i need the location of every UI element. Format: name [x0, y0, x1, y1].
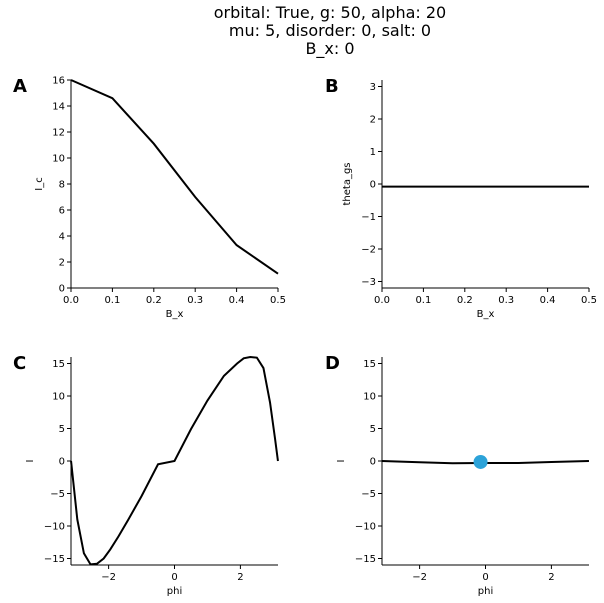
x-tick-label: 0.0: [374, 295, 390, 306]
y-tick-label: 8: [59, 180, 65, 191]
y-tick-label: −15: [355, 554, 376, 565]
panel-b-letter: B: [325, 76, 339, 97]
x-tick-label: 0.5: [270, 295, 286, 306]
x-axis-label: phi: [478, 586, 493, 597]
y-axis-label: I: [336, 460, 347, 463]
x-tick-label: 2: [237, 572, 243, 583]
y-tick-label: 3: [370, 82, 376, 93]
y-tick-label: 4: [59, 232, 65, 243]
y-tick-label: 2: [370, 115, 376, 126]
y-tick-label: −2: [361, 245, 376, 256]
x-tick-label: 0.4: [540, 295, 556, 306]
panel-c-letter: C: [13, 353, 26, 374]
figure-title-line-1: orbital: True, g: 50, alpha: 20: [214, 3, 446, 22]
y-tick-label: 14: [52, 102, 65, 113]
panel-a: A 0.0 0.1 0.2 0.3 0.4 0.5 0 2 4 6 8 10 12 14 16 B_x I_c: [13, 76, 286, 321]
series-line: [70, 355, 279, 566]
panel-a-plot: 0.0 0.1 0.2 0.3 0.4 0.5 0 2 4 6 8 10 12 14 16 B_x I_c: [34, 76, 286, 321]
y-tick-label: 0: [370, 180, 376, 191]
x-tick-label: 0.3: [187, 295, 203, 306]
y-tick-label: −1: [361, 212, 376, 223]
y-tick-label: −5: [361, 489, 376, 500]
panel-a-letter: A: [13, 76, 27, 97]
y-tick-label: 16: [52, 76, 65, 87]
x-axis-label: phi: [167, 586, 182, 597]
y-tick-label: 10: [52, 154, 65, 165]
x-tick-label: 0.5: [581, 295, 597, 306]
data-point-marker: [473, 454, 488, 469]
y-tick-label: −5: [50, 489, 65, 500]
y-tick-label: 0: [59, 457, 65, 468]
panel-c-plot: −2 0 2 −15 −10 −5 0 5 10 15 phi I: [25, 355, 279, 597]
x-tick-label: 0.3: [498, 295, 514, 306]
y-tick-label: 15: [363, 359, 376, 370]
x-tick-label: −2: [412, 572, 427, 583]
y-tick-label: 10: [52, 392, 65, 403]
panel-b: B 0.0 0.1 0.2 0.3 0.4 0.5 −3 −2 −1 0 1 2 3 B_x theta_g…: [325, 76, 597, 320]
x-axis-label: B_x: [166, 309, 184, 320]
y-axis-label: theta_gs: [342, 162, 353, 205]
x-tick-label: 0: [482, 572, 488, 583]
y-tick-label: 1: [370, 147, 376, 158]
x-tick-label: 0: [171, 572, 177, 583]
panel-b-plot: 0.0 0.1 0.2 0.3 0.4 0.5 −3 −2 −1 0 1 2 3 B_x theta_gs: [342, 80, 597, 320]
y-tick-label: 12: [52, 128, 65, 139]
x-tick-label: 0.1: [415, 295, 431, 306]
x-tick-label: 2: [548, 572, 554, 583]
y-tick-label: 2: [59, 258, 65, 269]
figure-title-line-3: B_x: 0: [305, 39, 354, 59]
figure-title: orbital: True, g: 50, alpha: 20 mu: 5, d…: [214, 3, 446, 59]
x-tick-label: 0.0: [63, 295, 79, 306]
panel-d-letter: D: [325, 353, 340, 374]
y-tick-label: 5: [59, 424, 65, 435]
y-tick-label: 6: [59, 206, 65, 217]
y-axis-label: I: [25, 460, 36, 463]
x-tick-label: 0.1: [104, 295, 120, 306]
y-tick-label: 0: [59, 284, 65, 295]
panel-d-plot: −2 0 2 −15 −10 −5 0 5 10 15 phi I: [336, 357, 589, 597]
panel-c: C −2 0 2 −15 −10 −5 0 5 10 15 phi I: [13, 353, 279, 597]
x-tick-label: 0.2: [146, 295, 162, 306]
y-tick-label: −3: [361, 277, 376, 288]
x-tick-label: 0.2: [457, 295, 473, 306]
x-tick-label: 0.4: [229, 295, 245, 306]
x-axis-label: B_x: [477, 309, 495, 320]
figure-title-line-2: mu: 5, disorder: 0, salt: 0: [229, 21, 431, 40]
y-tick-label: 5: [370, 424, 376, 435]
y-tick-label: −15: [44, 554, 65, 565]
y-tick-label: −10: [44, 522, 65, 533]
y-tick-label: 10: [363, 392, 376, 403]
y-tick-label: −10: [355, 522, 376, 533]
x-tick-label: −2: [101, 572, 116, 583]
y-tick-label: 0: [370, 457, 376, 468]
series-line: [70, 79, 279, 275]
y-axis-label: I_c: [34, 177, 45, 190]
y-tick-label: 15: [52, 359, 65, 370]
panel-d: D −2 0 2 −15 −10 −5 0 5 10 15 phi I: [325, 353, 589, 597]
